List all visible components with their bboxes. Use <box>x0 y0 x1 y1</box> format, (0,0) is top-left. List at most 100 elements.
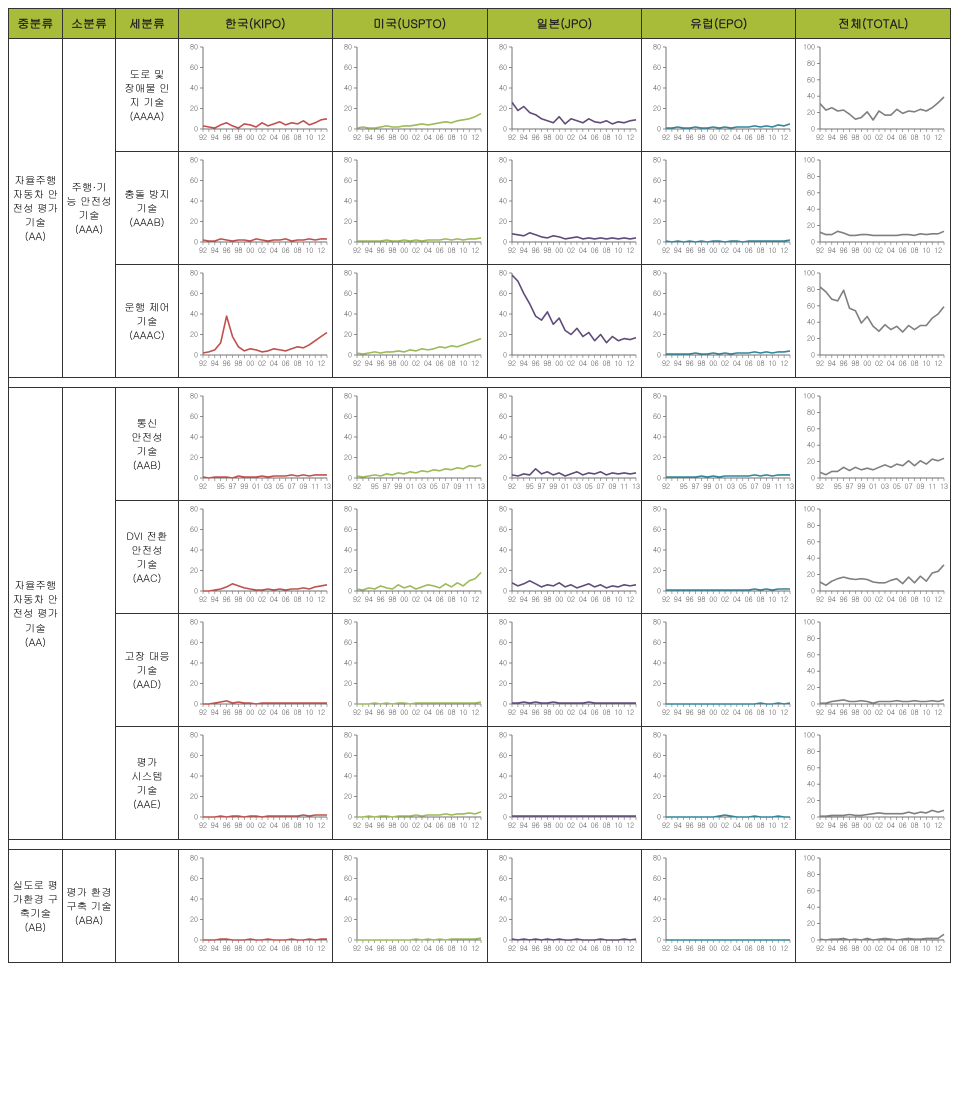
svg-text:02: 02 <box>412 820 420 830</box>
svg-text:94: 94 <box>210 707 218 717</box>
svg-text:96: 96 <box>840 943 848 953</box>
svg-text:60: 60 <box>498 411 506 421</box>
svg-text:94: 94 <box>674 358 682 368</box>
svg-text:06: 06 <box>899 594 907 604</box>
svg-text:12: 12 <box>935 358 943 368</box>
svg-text:12: 12 <box>626 358 634 368</box>
svg-text:08: 08 <box>447 707 455 717</box>
svg-text:08: 08 <box>911 132 919 142</box>
svg-text:100: 100 <box>803 504 815 514</box>
svg-text:80: 80 <box>653 268 661 278</box>
mini-chart-epo: 0204060809294969800020406081012 <box>644 41 794 149</box>
svg-text:04: 04 <box>424 943 432 953</box>
svg-text:60: 60 <box>190 288 198 298</box>
svg-text:40: 40 <box>344 196 352 206</box>
svg-text:40: 40 <box>807 553 815 563</box>
svg-text:20: 20 <box>653 914 661 924</box>
svg-text:96: 96 <box>222 245 230 255</box>
svg-text:08: 08 <box>602 943 610 953</box>
svg-text:04: 04 <box>578 820 586 830</box>
svg-text:96: 96 <box>531 820 539 830</box>
svg-text:02: 02 <box>567 594 575 604</box>
svg-text:20: 20 <box>344 565 352 575</box>
svg-text:99: 99 <box>394 481 402 491</box>
svg-text:95: 95 <box>525 481 533 491</box>
svg-text:0: 0 <box>194 350 198 360</box>
svg-text:0: 0 <box>194 473 198 483</box>
svg-text:92: 92 <box>816 132 824 142</box>
chart-cell-uspto: 0204060809294969800020406081012 <box>333 501 487 614</box>
svg-text:00: 00 <box>246 245 254 255</box>
svg-text:40: 40 <box>190 432 198 442</box>
svg-text:04: 04 <box>269 132 277 142</box>
svg-text:02: 02 <box>412 132 420 142</box>
svg-text:02: 02 <box>876 707 884 717</box>
svg-text:40: 40 <box>498 196 506 206</box>
svg-text:80: 80 <box>653 155 661 165</box>
mini-chart-kipo: 0204060809295979901030507091113 <box>181 390 331 498</box>
svg-text:02: 02 <box>721 358 729 368</box>
svg-text:00: 00 <box>709 358 717 368</box>
svg-text:80: 80 <box>190 391 198 401</box>
chart-cell-jpo: 0204060809294969800020406081012 <box>487 850 641 963</box>
chart-cell-uspto: 0204060809294969800020406081012 <box>333 850 487 963</box>
svg-text:12: 12 <box>471 132 479 142</box>
svg-text:10: 10 <box>459 132 467 142</box>
svg-text:12: 12 <box>780 594 788 604</box>
svg-text:0: 0 <box>348 350 352 360</box>
svg-text:60: 60 <box>190 524 198 534</box>
svg-text:92: 92 <box>507 481 515 491</box>
svg-text:92: 92 <box>507 707 515 717</box>
chart-cell-total: 0204060801009294969800020406081012 <box>796 850 951 963</box>
svg-text:96: 96 <box>686 358 694 368</box>
mini-chart-kipo: 0204060809294969800020406081012 <box>181 267 331 375</box>
svg-text:02: 02 <box>412 358 420 368</box>
svg-text:40: 40 <box>653 83 661 93</box>
svg-text:96: 96 <box>531 132 539 142</box>
svg-text:40: 40 <box>344 545 352 555</box>
svg-text:94: 94 <box>210 245 218 255</box>
svg-text:04: 04 <box>269 358 277 368</box>
svg-text:94: 94 <box>365 943 373 953</box>
chart-cell-uspto: 0204060809294969800020406081012 <box>333 727 487 840</box>
svg-text:04: 04 <box>733 594 741 604</box>
mini-chart-total: 0204060801009294969800020406081012 <box>798 267 948 375</box>
svg-text:20: 20 <box>653 103 661 113</box>
svg-text:0: 0 <box>811 935 815 945</box>
mini-chart-epo: 0204060809294969800020406081012 <box>644 852 794 960</box>
svg-text:08: 08 <box>447 245 455 255</box>
chart-cell-jpo: 0204060809294969800020406081012 <box>487 265 641 378</box>
svg-text:04: 04 <box>578 707 586 717</box>
minor-category: 주행·기능 안전성기술(AAA) <box>62 39 116 378</box>
mini-chart-kipo: 0204060809294969800020406081012 <box>181 729 331 837</box>
svg-text:96: 96 <box>531 943 539 953</box>
svg-text:02: 02 <box>721 594 729 604</box>
chart-cell-total: 0204060801009294969800020406081012 <box>796 614 951 727</box>
chart-cell-kipo: 0204060809294969800020406081012 <box>178 39 332 152</box>
chart-cell-kipo: 0204060809294969800020406081012 <box>178 727 332 840</box>
svg-text:40: 40 <box>190 894 198 904</box>
svg-text:0: 0 <box>811 812 815 822</box>
mini-chart-kipo: 0204060809294969800020406081012 <box>181 154 331 262</box>
svg-text:00: 00 <box>864 358 872 368</box>
svg-text:00: 00 <box>246 358 254 368</box>
svg-text:02: 02 <box>412 943 420 953</box>
svg-text:04: 04 <box>887 132 895 142</box>
svg-text:98: 98 <box>697 943 705 953</box>
svg-text:80: 80 <box>653 730 661 740</box>
svg-text:92: 92 <box>816 358 824 368</box>
chart-cell-epo: 0204060809294969800020406081012 <box>642 614 796 727</box>
chart-cell-jpo: 0204060809294969800020406081012 <box>487 152 641 265</box>
chart-cell-total: 0204060801009294969800020406081012 <box>796 152 951 265</box>
svg-text:92: 92 <box>353 594 361 604</box>
svg-text:02: 02 <box>721 132 729 142</box>
svg-text:11: 11 <box>311 481 319 491</box>
svg-text:0: 0 <box>502 699 506 709</box>
svg-text:12: 12 <box>317 707 325 717</box>
svg-text:99: 99 <box>703 481 711 491</box>
svg-text:02: 02 <box>258 707 266 717</box>
svg-text:13: 13 <box>786 481 794 491</box>
svg-text:98: 98 <box>852 707 860 717</box>
svg-text:80: 80 <box>190 42 198 52</box>
chart-cell-uspto: 0204060809294969800020406081012 <box>333 39 487 152</box>
